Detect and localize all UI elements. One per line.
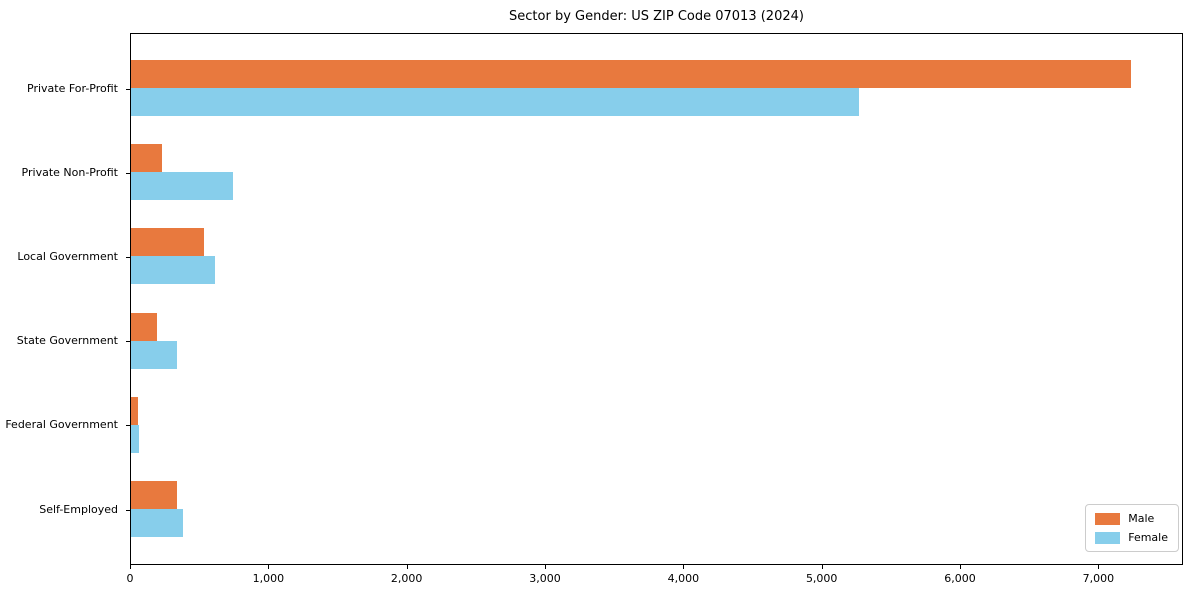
x-tick-mark <box>545 565 547 569</box>
y-tick-label: State Government <box>16 334 118 348</box>
x-tick-label: 0 <box>126 572 134 585</box>
bar-female-0 <box>131 88 860 116</box>
x-tick-mark <box>406 565 408 569</box>
legend-entry-male: Male <box>1095 512 1168 525</box>
x-tick-label: 2,000 <box>390 572 423 585</box>
bar-male-5 <box>131 481 177 509</box>
y-tick-mark <box>126 172 130 174</box>
x-tick-mark <box>683 565 685 569</box>
bar-male-2 <box>131 228 205 257</box>
x-tick-label: 4,000 <box>667 572 700 585</box>
legend: Male Female <box>1085 504 1179 552</box>
legend-entry-female: Female <box>1095 531 1168 544</box>
legend-label: Male <box>1128 512 1155 525</box>
plot-area <box>130 33 1183 565</box>
y-tick-mark <box>126 425 130 427</box>
y-tick-mark <box>126 256 130 258</box>
y-tick-mark <box>126 341 130 343</box>
bar-female-1 <box>131 172 234 201</box>
bar-female-3 <box>131 340 177 369</box>
legend-swatch-male <box>1095 512 1121 525</box>
bar-male-1 <box>131 144 163 173</box>
x-tick-mark <box>1098 565 1100 569</box>
x-tick-mark <box>130 565 131 569</box>
bar-female-5 <box>131 509 183 537</box>
bar-male-0 <box>131 60 1132 88</box>
x-tick-label: 7,000 <box>1082 572 1115 585</box>
y-tick-label: Self-Employed <box>39 502 118 516</box>
x-tick-label: 5,000 <box>805 572 838 585</box>
y-tick-label: Private For-Profit <box>27 81 118 95</box>
x-tick-mark <box>821 565 823 569</box>
x-tick-mark <box>268 565 270 569</box>
bar-female-4 <box>131 424 139 453</box>
y-tick-mark <box>126 509 130 511</box>
x-tick-mark <box>960 565 962 569</box>
y-tick-label: Local Government <box>17 249 118 263</box>
bar-male-3 <box>131 312 157 341</box>
x-tick-label: 3,000 <box>529 572 561 585</box>
bar-female-2 <box>131 256 215 285</box>
legend-label: Female <box>1128 531 1168 544</box>
y-tick-label: Private Non-Profit <box>21 165 118 179</box>
chart-title: Sector by Gender: US ZIP Code 07013 (202… <box>509 9 804 24</box>
y-tick-mark <box>126 88 130 90</box>
legend-swatch-female <box>1095 531 1121 544</box>
x-tick-label: 6,000 <box>944 572 976 585</box>
y-tick-label: Federal Government <box>5 418 118 432</box>
bar-male-4 <box>131 396 138 425</box>
x-tick-label: 1,000 <box>252 572 285 585</box>
